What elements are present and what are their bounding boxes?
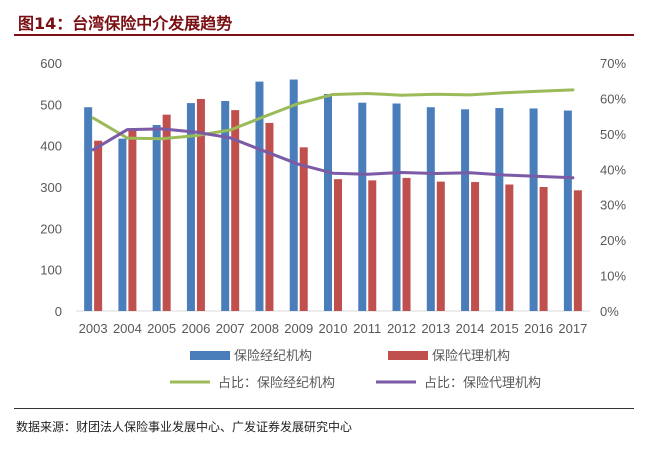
x-tick-label: 2006	[181, 321, 210, 336]
legend-label: 占比：保险代理机构	[424, 376, 541, 391]
x-tick-label: 2007	[216, 321, 245, 336]
bar-broker	[186, 103, 195, 312]
right-tick-label: 40%	[600, 162, 626, 177]
legend-label: 占比：保险经纪机构	[218, 376, 335, 391]
bar-agent	[368, 180, 377, 311]
bar-broker	[152, 125, 161, 311]
x-tick-label: 2011	[353, 321, 381, 336]
left-axis: 0 100 200 300 400 500 600	[40, 56, 62, 319]
right-tick-label: 60%	[600, 91, 626, 106]
left-tick-label: 400	[40, 139, 62, 154]
right-axis: 0% 10% 20% 30% 40% 50% 60% 70%	[600, 56, 626, 319]
left-tick-label: 200	[40, 221, 62, 236]
bar-broker	[495, 108, 504, 311]
left-tick-label: 300	[40, 180, 62, 195]
bar-agent	[299, 147, 308, 311]
x-tick-label: 2005	[147, 321, 176, 336]
bar-agent	[231, 110, 240, 312]
bar-agent	[402, 177, 411, 311]
source-note: 数据来源：财团法人保险事业发展中心、广发证券发展研究中心	[16, 420, 353, 434]
bar-series	[84, 79, 582, 312]
left-tick-label: 500	[40, 97, 62, 112]
bar-agent	[265, 122, 274, 311]
legend-swatch-bar	[190, 351, 230, 360]
x-tick-label: 2003	[79, 321, 108, 336]
line-agent-share	[91, 127, 575, 180]
right-tick-label: 10%	[600, 269, 626, 284]
bar-broker	[289, 79, 298, 312]
left-tick-label: 100	[40, 263, 62, 278]
right-tick-label: 0%	[600, 304, 619, 319]
legend-label: 保险代理机构	[432, 349, 510, 364]
bar-broker	[563, 110, 572, 312]
bar-agent	[573, 190, 582, 311]
x-tick-label: 2008	[250, 321, 279, 336]
x-tick-label: 2016	[524, 321, 553, 336]
bar-agent	[436, 181, 445, 311]
x-axis: 2003 2004 2005 2006 2007 2008 2009 2010 2011 2012…	[79, 321, 588, 336]
bar-agent	[94, 140, 103, 311]
line-broker-share	[91, 88, 575, 141]
x-tick-label: 2014	[456, 321, 485, 336]
x-tick-label: 2004	[113, 321, 142, 336]
bar-agent	[471, 182, 480, 311]
right-tick-label: 70%	[600, 56, 626, 71]
left-tick-label: 0	[55, 304, 62, 319]
bar-broker	[255, 81, 264, 311]
x-tick-label: 2009	[284, 321, 313, 336]
bar-broker	[392, 103, 401, 311]
x-tick-label: 2013	[421, 321, 450, 336]
source-rule	[14, 408, 634, 409]
bar-broker	[324, 94, 332, 311]
x-tick-label: 2010	[319, 321, 348, 336]
left-tick-label: 600	[40, 56, 62, 71]
bar-broker	[426, 107, 435, 311]
bar-broker	[358, 102, 367, 312]
bar-agent	[162, 114, 171, 312]
bar-agent	[128, 129, 137, 311]
bar-broker	[461, 109, 470, 311]
figure-title: 图14：台湾保险中介发展趋势	[18, 14, 233, 33]
right-tick-label: 30%	[600, 198, 626, 213]
bar-broker	[529, 108, 538, 311]
bar-agent	[196, 98, 205, 312]
title-rule	[14, 34, 634, 36]
bar-agent	[505, 184, 514, 311]
right-tick-label: 50%	[600, 127, 626, 142]
line-series	[91, 88, 575, 180]
bar-broker	[84, 107, 93, 311]
x-tick-label: 2015	[490, 321, 519, 336]
x-tick-label: 2012	[387, 321, 416, 336]
x-tick-label: 2017	[558, 321, 587, 336]
bar-agent	[334, 179, 342, 311]
bar-broker	[118, 138, 127, 311]
bar-agent	[539, 187, 548, 311]
legend-swatch-bar	[388, 351, 428, 360]
bar-broker	[221, 101, 230, 311]
legend-label: 保险经纪机构	[234, 349, 312, 364]
right-tick-label: 20%	[600, 233, 626, 248]
